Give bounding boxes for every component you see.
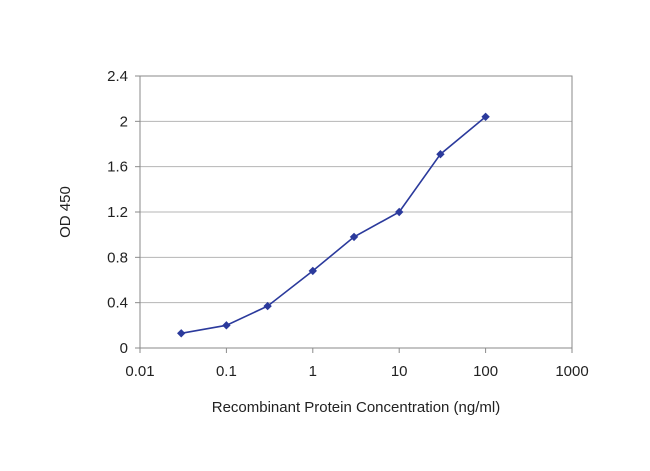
x-tick-label: 0.01 [125, 363, 154, 380]
x-tick-label: 100 [473, 363, 498, 380]
y-tick-label: 0.8 [107, 249, 128, 266]
y-tick-label: 1.6 [107, 159, 128, 176]
data-point [349, 232, 359, 242]
x-tick-label: 10 [391, 363, 408, 380]
gridlines [140, 120, 572, 304]
series-layer [177, 112, 490, 338]
x-tick-label: 1000 [555, 363, 588, 380]
data-point [308, 266, 317, 276]
y-tick-label: 1.2 [107, 204, 128, 221]
data-point [436, 150, 445, 159]
data-point [481, 112, 490, 121]
data-point [395, 207, 404, 217]
y-tick-label: 2 [120, 113, 128, 130]
x-axis-title: Recombinant Protein Concentration (ng/ml… [212, 399, 500, 416]
x-tick-label: 0.1 [216, 363, 237, 380]
series-line [181, 116, 487, 335]
y-tick-label: 0 [120, 340, 128, 357]
data-point [177, 329, 186, 338]
x-axis-ticks: 0.01 0.1 1 10 100 1000 [125, 348, 589, 380]
x-tick-label: 1 [309, 363, 317, 380]
data-point [222, 321, 231, 330]
y-tick-label: 2.4 [107, 68, 128, 85]
y-axis-ticks: 0 0.4 0.8 1.2 1.6 2 2.4 [107, 68, 140, 357]
y-axis-title: OD 450 [57, 186, 74, 238]
data-point [263, 301, 272, 311]
y-tick-label: 0.4 [107, 295, 128, 312]
